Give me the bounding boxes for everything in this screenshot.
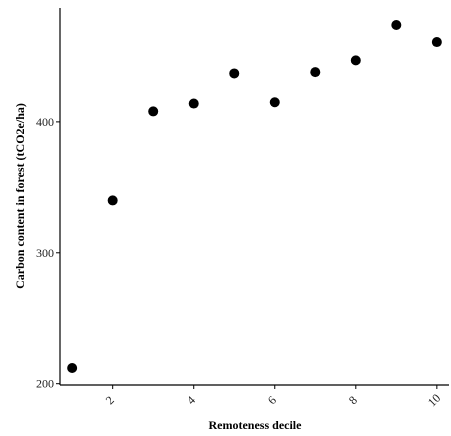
data-point: [350, 55, 361, 66]
data-point: [148, 106, 159, 117]
x-axis: 2 4 6 8 10 Remoteness decile: [60, 384, 449, 432]
data-point: [431, 37, 442, 48]
x-axis-title: Remoteness decile: [209, 418, 303, 432]
y-tick-label: 400: [36, 115, 54, 129]
y-tick-label: 200: [36, 377, 54, 391]
x-ticks: 2 4 6 8 10: [103, 385, 443, 409]
data-point: [310, 67, 321, 78]
x-tick-label: 8: [346, 393, 360, 407]
data-point: [107, 195, 118, 206]
data-point: [391, 20, 402, 31]
y-ticks: 200 300 400: [36, 115, 60, 391]
data-points: [67, 20, 442, 373]
y-axis: 200 300 400 Carbon content in forest (tCO2…: [13, 8, 61, 391]
data-point: [67, 362, 78, 373]
x-tick-label: 10: [425, 391, 443, 409]
x-tick-label: 6: [265, 393, 279, 407]
x-tick-label: 2: [103, 393, 117, 407]
data-point: [188, 98, 199, 109]
data-point: [229, 68, 240, 79]
y-axis-title: Carbon content in forest (tCO2e/ha): [13, 103, 27, 289]
y-tick-label: 300: [36, 246, 54, 260]
x-tick-label: 4: [184, 393, 198, 407]
data-point: [269, 97, 280, 108]
